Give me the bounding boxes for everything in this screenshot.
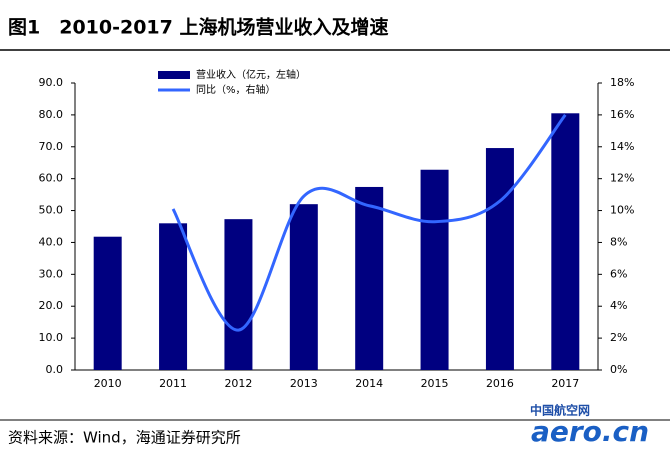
bar [159,223,188,370]
legend-label: 同比（%，右轴） [196,83,276,96]
y2-tick-label: 8% [610,235,627,248]
y2-tick-label: 4% [610,299,627,312]
bar [93,236,122,370]
legend-label: 营业收入（亿元，左轴） [196,68,306,81]
bar [355,186,384,370]
bar [289,204,318,370]
x-tick-label: 2015 [421,377,449,390]
x-tick-label: 2012 [224,377,252,390]
y2-tick-label: 18% [610,76,634,89]
y2-tick-label: 0% [610,363,627,376]
legend-swatch [158,71,190,79]
bar [485,148,514,370]
y2-tick-label: 16% [610,108,634,121]
y2-tick-label: 12% [610,172,634,185]
watermark-bottom: aero.cn [531,415,649,448]
y2-tick-label: 6% [610,267,627,280]
y-tick-label: 30.0 [39,267,64,280]
x-tick-label: 2017 [551,377,579,390]
y-tick-label: 90.0 [39,76,64,89]
watermark-top: 中国航空网 [530,403,590,418]
y2-tick-label: 2% [610,331,627,344]
y2-tick-label: 10% [610,204,634,217]
y-tick-label: 20.0 [39,299,64,312]
y-tick-label: 40.0 [39,235,64,248]
bar [551,113,580,371]
y-tick-label: 10.0 [39,331,64,344]
y-tick-label: 50.0 [39,204,64,217]
x-tick-label: 2010 [94,377,122,390]
y-tick-label: 0.0 [46,363,64,376]
x-tick-label: 2014 [355,377,383,390]
y2-tick-label: 14% [610,140,634,153]
bar [420,169,449,370]
line [171,113,567,332]
y-tick-label: 70.0 [39,140,64,153]
x-tick-label: 2011 [159,377,187,390]
y-tick-label: 80.0 [39,108,64,121]
x-tick-label: 2016 [486,377,514,390]
y-tick-label: 60.0 [39,172,64,185]
bar [224,219,253,370]
source: 资料来源：Wind，海通证券研究所 [8,429,241,447]
x-tick-label: 2013 [290,377,318,390]
chart-title: 图1 2010-2017 上海机场营业收入及增速 [8,16,388,39]
